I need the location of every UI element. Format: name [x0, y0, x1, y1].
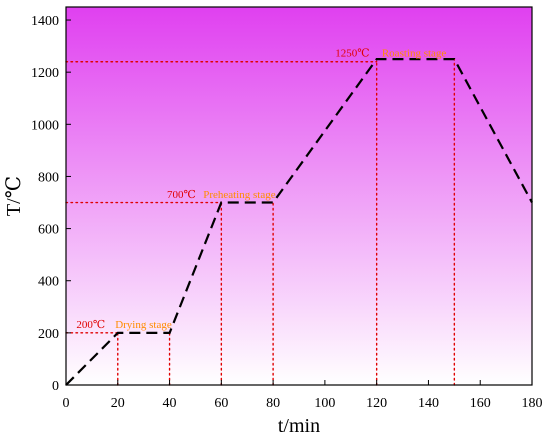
x-tick-label-160: 160: [470, 396, 491, 411]
y-tick-label-1400: 1400: [31, 14, 59, 29]
x-tick-label-120: 120: [366, 396, 387, 411]
x-tick-label-100: 100: [314, 396, 335, 411]
x-tick-label-140: 140: [418, 396, 439, 411]
annotation-stage-5: Roasting stage: [382, 48, 447, 60]
y-axis-title: T/℃: [3, 176, 25, 216]
annotation-temperature-0: 200℃: [76, 319, 105, 331]
x-tick-label-80: 80: [266, 396, 280, 411]
y-tick-label-1200: 1200: [31, 66, 59, 81]
y-tick-label-1000: 1000: [31, 118, 59, 133]
annotation-temperature-4: 1250℃: [335, 48, 369, 60]
x-tick-label-180: 180: [522, 396, 543, 411]
x-tick-label-60: 60: [214, 396, 228, 411]
y-axis-ticks: 0 200 400 600 800 1000 1200 1400: [31, 14, 71, 394]
x-tick-label-40: 40: [163, 396, 177, 411]
y-tick-label-200: 200: [38, 327, 59, 342]
y-tick-label-400: 400: [38, 275, 59, 290]
x-tick-label-20: 20: [111, 396, 125, 411]
annotation-stage-1: Drying stage: [115, 319, 172, 331]
x-tick-label-0: 0: [63, 396, 70, 411]
y-tick-label-0: 0: [52, 379, 59, 394]
annotation-temperature-2: 700℃: [167, 189, 196, 201]
annotation-stage-3: Preheating stage: [203, 189, 276, 201]
y-tick-label-600: 600: [38, 223, 59, 238]
x-axis-title: t/min: [278, 415, 320, 437]
y-tick-label-800: 800: [38, 170, 59, 185]
